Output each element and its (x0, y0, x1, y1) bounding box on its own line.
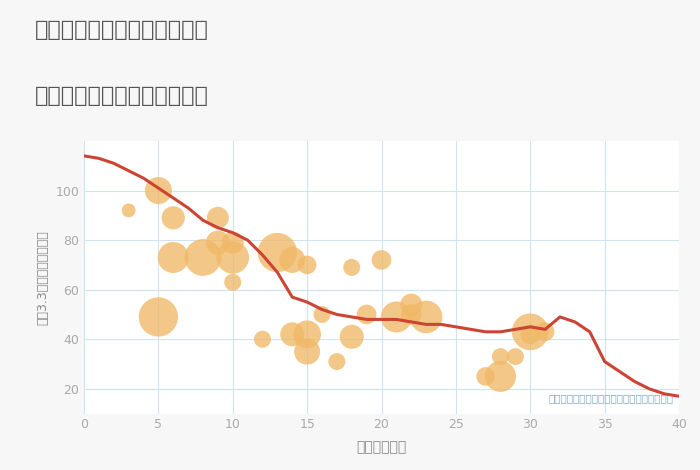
Point (495, 373, 506, 380)
Text: 築年数別中古マンション価格: 築年数別中古マンション価格 (35, 86, 209, 106)
Point (495, 353, 506, 360)
Point (540, 328, 551, 336)
Point (302, 261, 313, 269)
Point (331, 358, 342, 365)
Point (525, 328, 536, 336)
Y-axis label: 坪（3.3㎡）単価（万円）: 坪（3.3㎡）単価（万円） (36, 230, 50, 325)
Point (197, 254, 209, 261)
Point (227, 239, 238, 246)
Point (346, 333, 357, 341)
Point (525, 330, 536, 338)
Text: 円の大きさは、取引のあった物件面積を示す: 円の大きさは、取引のあった物件面積を示す (548, 393, 673, 403)
Point (168, 254, 179, 261)
Point (153, 187, 164, 194)
X-axis label: 築年数（年）: 築年数（年） (356, 440, 407, 454)
Point (316, 311, 328, 318)
Point (227, 254, 238, 261)
Point (302, 348, 313, 355)
Point (406, 311, 417, 318)
Text: 愛知県稲沢市平和町須ヶ谷の: 愛知県稲沢市平和町須ヶ谷の (35, 20, 209, 40)
Point (212, 214, 223, 221)
Point (510, 353, 521, 360)
Point (212, 239, 223, 246)
Point (406, 301, 417, 308)
Point (153, 313, 164, 321)
Point (480, 373, 491, 380)
Point (346, 264, 357, 271)
Point (376, 256, 387, 264)
Point (257, 336, 268, 343)
Point (287, 330, 298, 338)
Point (272, 249, 283, 256)
Point (227, 279, 238, 286)
Point (168, 214, 179, 221)
Point (421, 313, 432, 321)
Point (361, 311, 372, 318)
Point (302, 330, 313, 338)
Point (287, 256, 298, 264)
Point (123, 207, 134, 214)
Point (391, 313, 402, 321)
